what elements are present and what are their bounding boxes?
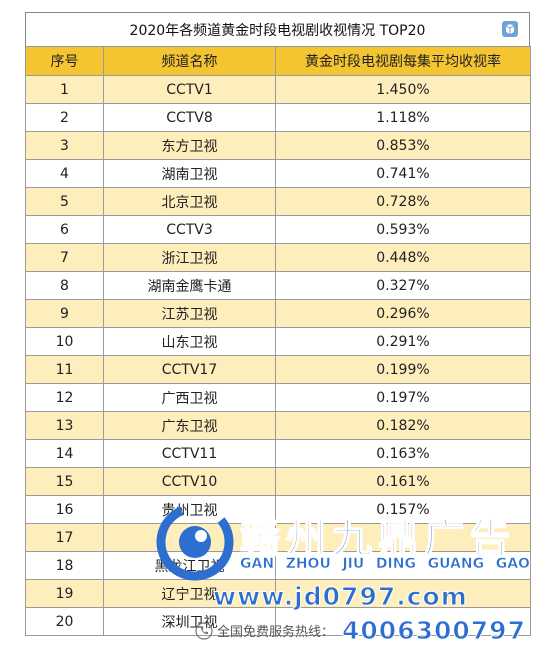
cell-rating: 0.163% [275, 439, 531, 468]
cell-rank: 14 [25, 439, 104, 468]
table-row: 4 湖南卫视 0.741% [25, 159, 531, 188]
cell-rating [275, 551, 531, 580]
ratings-table-container: 2020年各频道黄金时段电视剧收视情况 TOP20 序号 频道名称 黄金时段电视… [25, 12, 531, 636]
cell-channel: 江苏卫视 [103, 299, 276, 328]
cell-rank: 18 [25, 551, 104, 580]
cube-logo-icon [502, 21, 518, 37]
cell-rank: 1 [25, 75, 104, 104]
cell-rank: 15 [25, 467, 104, 496]
cell-rating [275, 607, 531, 636]
cell-rank: 11 [25, 355, 104, 384]
cell-channel: 广东卫视 [103, 411, 276, 440]
cell-rating: 0.593% [275, 215, 531, 244]
cell-rating: 0.197% [275, 383, 531, 412]
cell-rating: 0.182% [275, 411, 531, 440]
table-row: 8 湖南金鹰卡通 0.327% [25, 271, 531, 300]
cell-rating: 0.853% [275, 131, 531, 160]
cell-rating: 0.157% [275, 495, 531, 524]
cell-channel: CCTV3 [103, 215, 276, 244]
cell-rating [275, 579, 531, 608]
cell-channel: 辽宁卫视 [103, 579, 276, 608]
cell-rating: 0.741% [275, 159, 531, 188]
cell-channel [103, 523, 276, 552]
cell-channel: CCTV11 [103, 439, 276, 468]
table-row: 12 广西卫视 0.197% [25, 383, 531, 412]
cell-rank: 16 [25, 495, 104, 524]
cell-channel: 山东卫视 [103, 327, 276, 356]
cell-channel: CCTV1 [103, 75, 276, 104]
cell-rank: 6 [25, 215, 104, 244]
table-title: 2020年各频道黄金时段电视剧收视情况 TOP20 [129, 22, 426, 39]
ratings-table: 序号 频道名称 黄金时段电视剧每集平均收视率 1 CCTV1 1.450% 2 CCTV… [25, 46, 531, 636]
table-title-bar: 2020年各频道黄金时段电视剧收视情况 TOP20 [25, 12, 530, 46]
table-row: 3 东方卫视 0.853% [25, 131, 531, 160]
table-row: 15 CCTV10 0.161% [25, 467, 531, 496]
cell-rating: 1.118% [275, 103, 531, 132]
header-channel: 频道名称 [103, 46, 276, 76]
cell-rating: 0.199% [275, 355, 531, 384]
cell-rating: 0.448% [275, 243, 531, 272]
cell-rank: 2 [25, 103, 104, 132]
table-row: 10 山东卫视 0.291% [25, 327, 531, 356]
cell-rank: 10 [25, 327, 104, 356]
cell-rank: 4 [25, 159, 104, 188]
cell-rank: 13 [25, 411, 104, 440]
header-rank: 序号 [25, 46, 104, 76]
table-row: 2 CCTV8 1.118% [25, 103, 531, 132]
cell-rating: 0.161% [275, 467, 531, 496]
cell-channel: 北京卫视 [103, 187, 276, 216]
cell-channel: CCTV8 [103, 103, 276, 132]
table-row: 18 黑龙江卫视 [25, 551, 531, 580]
cell-channel: CCTV10 [103, 467, 276, 496]
cell-rank: 19 [25, 579, 104, 608]
cell-channel: 浙江卫视 [103, 243, 276, 272]
table-row: 11 CCTV17 0.199% [25, 355, 531, 384]
table-row: 1 CCTV1 1.450% [25, 75, 531, 104]
table-row: 5 北京卫视 0.728% [25, 187, 531, 216]
cell-channel: 黑龙江卫视 [103, 551, 276, 580]
cell-channel: CCTV17 [103, 355, 276, 384]
table-row: 19 辽宁卫视 [25, 579, 531, 608]
table-row: 6 CCTV3 0.593% [25, 215, 531, 244]
cell-channel: 深圳卫视 [103, 607, 276, 636]
table-row: 17 [25, 523, 531, 552]
table-row: 7 浙江卫视 0.448% [25, 243, 531, 272]
cell-rating: 0.327% [275, 271, 531, 300]
table-row: 9 江苏卫视 0.296% [25, 299, 531, 328]
cell-rating: 1.450% [275, 75, 531, 104]
cell-rank: 5 [25, 187, 104, 216]
cell-rating: 0.728% [275, 187, 531, 216]
cell-channel: 东方卫视 [103, 131, 276, 160]
cell-channel: 湖南金鹰卡通 [103, 271, 276, 300]
cell-rank: 12 [25, 383, 104, 412]
cell-rank: 7 [25, 243, 104, 272]
cell-rating: 0.291% [275, 327, 531, 356]
cell-rank: 17 [25, 523, 104, 552]
table-row: 14 CCTV11 0.163% [25, 439, 531, 468]
cell-rating: 0.296% [275, 299, 531, 328]
cell-rank: 20 [25, 607, 104, 636]
cell-rank: 8 [25, 271, 104, 300]
cell-rank: 3 [25, 131, 104, 160]
table-row: 16 贵州卫视 0.157% [25, 495, 531, 524]
cell-channel: 湖南卫视 [103, 159, 276, 188]
cell-channel: 广西卫视 [103, 383, 276, 412]
table-header-row: 序号 频道名称 黄金时段电视剧每集平均收视率 [25, 46, 531, 76]
cell-channel: 贵州卫视 [103, 495, 276, 524]
header-rating: 黄金时段电视剧每集平均收视率 [275, 46, 531, 76]
table-row: 13 广东卫视 0.182% [25, 411, 531, 440]
table-row: 20 深圳卫视 [25, 607, 531, 636]
cell-rating [275, 523, 531, 552]
cell-rank: 9 [25, 299, 104, 328]
